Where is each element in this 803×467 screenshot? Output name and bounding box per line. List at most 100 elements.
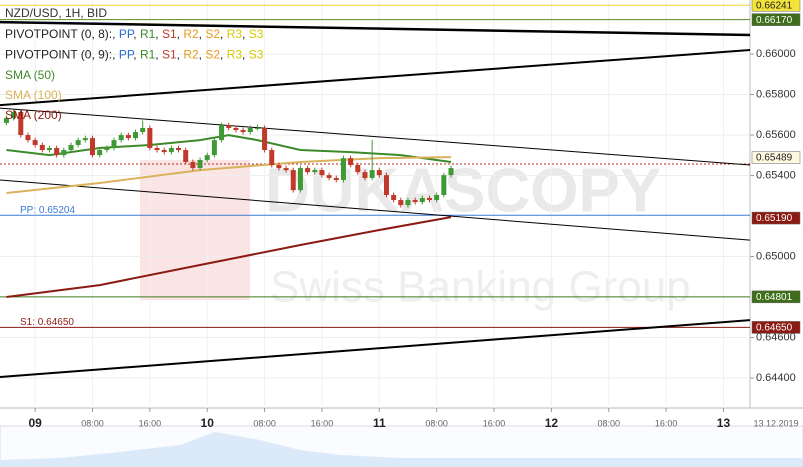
price-tag-label: 0.65489	[756, 153, 793, 164]
candle-body	[190, 161, 196, 169]
legend-row: SMA (100)	[5, 88, 62, 102]
sma-line	[6, 134, 452, 163]
x-tick-label: 11	[373, 416, 386, 430]
candle-body	[312, 170, 318, 173]
candle-body	[104, 148, 110, 151]
x-tick-label: 08:00	[81, 418, 104, 428]
legend-text: S1	[162, 27, 177, 41]
candle-body	[219, 125, 225, 141]
candle-body	[39, 144, 45, 151]
legend-text: ,	[242, 27, 249, 41]
y-tick-label: 0.64400	[756, 372, 796, 384]
candle-body	[46, 148, 52, 151]
legend-title: NZD/USD, 1H, BID	[5, 6, 107, 20]
candle-body	[32, 140, 38, 145]
candle-body	[211, 140, 217, 156]
candle-body	[183, 150, 189, 162]
candle-body	[204, 155, 210, 160]
navigator-area	[0, 432, 803, 467]
watermark-logo	[140, 160, 250, 300]
level-label: S1: 0.64650	[20, 317, 74, 328]
price-tag-label: 0.64650	[756, 323, 793, 334]
legend-text: ,	[199, 27, 206, 41]
legend-text: ,	[220, 27, 227, 41]
candle-body	[283, 168, 289, 171]
candle-body	[419, 198, 425, 203]
trendline	[0, 179, 751, 241]
legend-text: SMA (200)	[5, 108, 62, 122]
candle-body	[405, 200, 411, 206]
x-tick-label: 08:00	[253, 418, 276, 428]
y-tick-label: 0.64600	[756, 331, 796, 343]
legend-text: ,	[199, 48, 206, 62]
candle-body	[97, 150, 103, 156]
legend-text: S1	[162, 48, 177, 62]
candle-body	[61, 150, 67, 156]
candle-body	[125, 135, 131, 139]
navigator	[0, 425, 803, 467]
candle-body	[412, 200, 418, 203]
candle-body	[290, 170, 296, 191]
candle-body	[333, 177, 339, 181]
watermark: DUKASCOPY Swiss Banking Group	[140, 156, 691, 312]
candle-body	[233, 127, 239, 130]
legend-text: PP	[119, 27, 135, 41]
candle-body	[161, 150, 167, 153]
sma-line	[6, 156, 452, 194]
x-tick-label: 13	[717, 416, 731, 430]
level-label: PP: 0.65204	[20, 205, 75, 216]
legend-text: ,	[133, 27, 140, 41]
y-tick-label: 0.65800	[756, 88, 796, 100]
legend-text: R2	[183, 48, 199, 62]
legend-text: S2	[205, 48, 220, 62]
candle-body	[369, 170, 375, 178]
legend: NZD/USD, 1H, BID PIVOTPOINT (0, 8):, PP,…	[5, 6, 264, 122]
candle-body	[276, 165, 282, 169]
legend-text: SMA (50)	[5, 68, 55, 82]
candle-body	[176, 148, 182, 151]
legend-text: R3	[227, 27, 243, 41]
legend-text: R1	[140, 27, 156, 41]
price-tag-label: 0.65190	[756, 213, 793, 224]
candle-body	[448, 168, 454, 176]
price-tag	[751, 0, 801, 12]
price-tag	[751, 151, 801, 164]
price-tag	[751, 321, 801, 334]
watermark-brand: DUKASCOPY	[265, 156, 661, 225]
x-tick-label: 16:00	[655, 418, 678, 428]
legend-text: R1	[140, 48, 156, 62]
candle-body	[348, 158, 354, 166]
legend-text: ,	[133, 48, 140, 62]
x-tick-label: 09	[28, 416, 42, 430]
price-tag-label: 0.66241	[756, 0, 793, 11]
candle-body	[340, 158, 346, 181]
candle-body	[89, 138, 95, 156]
candle-body	[254, 127, 260, 129]
legend-text: ,	[155, 27, 162, 41]
date-label: 13.12.2019	[753, 418, 798, 428]
x-tick-label: 16:00	[139, 418, 162, 428]
candle-body	[68, 144, 74, 151]
axis: 0.66000 0.65800 0.65600 0.65400 0.65000 0.646…	[28, 0, 801, 430]
candle-body	[3, 118, 9, 123]
candle-body	[383, 175, 389, 195]
candle-body	[426, 198, 432, 201]
watermark-tagline: Swiss Banking Group	[270, 263, 691, 312]
candle-body	[362, 172, 368, 178]
candle-body	[305, 168, 311, 173]
trendline	[0, 49, 751, 107]
x-tick-label: 16:00	[311, 418, 334, 428]
legend-text: ,	[177, 27, 184, 41]
candle-body	[240, 129, 246, 133]
legend-row: SMA (200)	[5, 108, 62, 122]
price-tag	[751, 13, 801, 26]
legend-text: S3	[249, 48, 264, 62]
price-tag	[751, 290, 801, 304]
candle-body	[154, 148, 160, 151]
legend-text: ,	[242, 48, 249, 62]
legend-text: ,	[177, 48, 184, 62]
legend-text: SMA (100)	[5, 88, 62, 102]
legend-text: ,	[220, 48, 227, 62]
candle-body	[25, 135, 31, 141]
